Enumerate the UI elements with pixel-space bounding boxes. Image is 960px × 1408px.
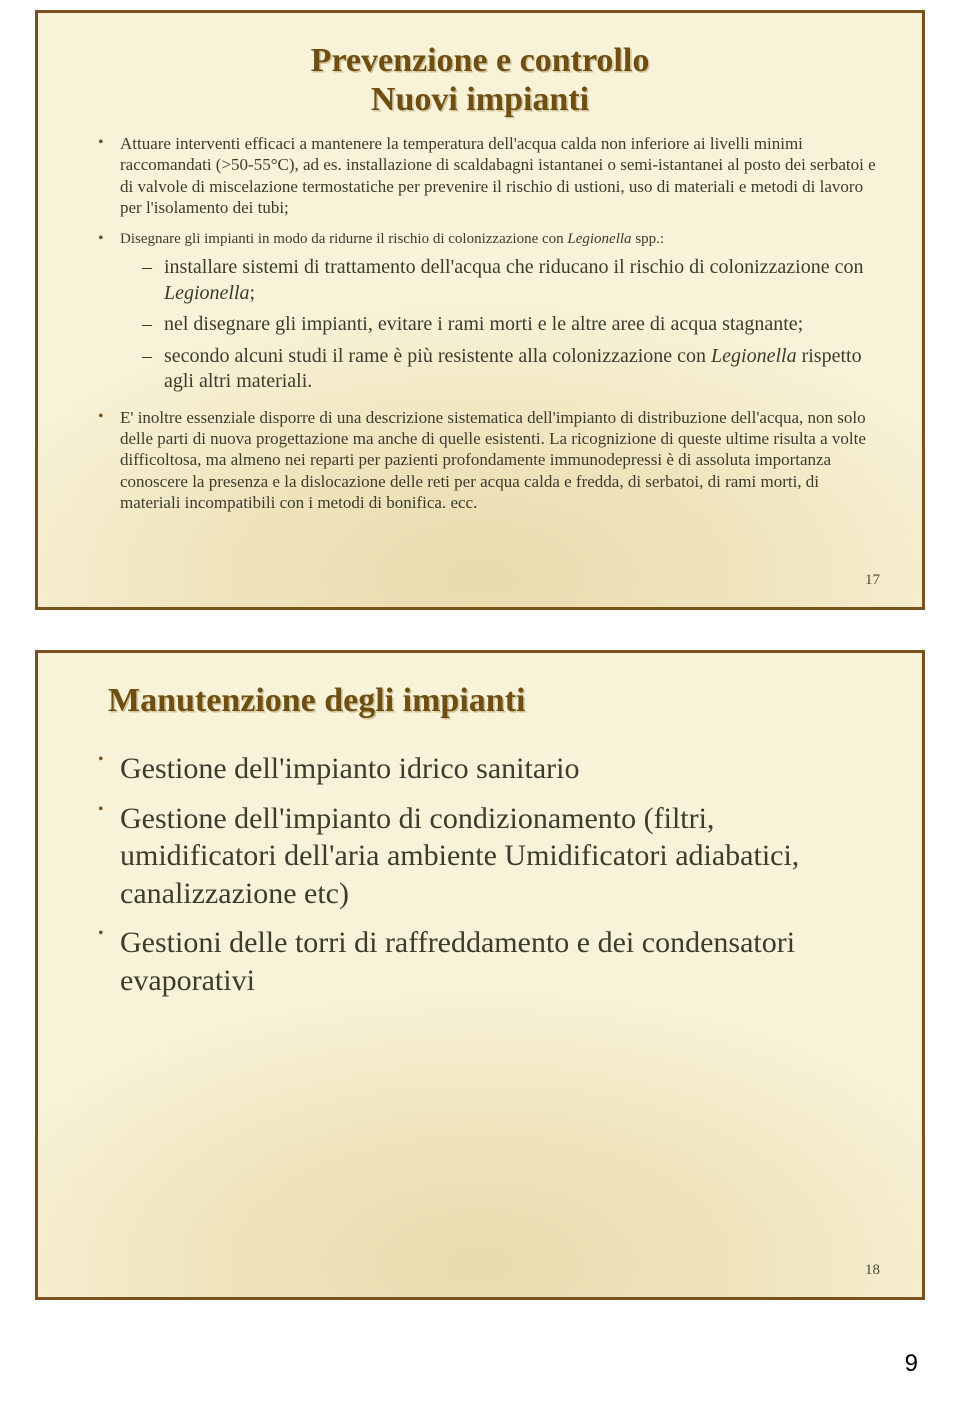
bullet-3-text: Gestioni delle torri di raffreddamento e… [120, 926, 795, 997]
title-line-1: Prevenzione e controllo [311, 42, 650, 79]
bullet-1-text: Gestione dell'impianto idrico sanitario [120, 752, 579, 785]
bullet-2: Disegnare gli impianti in modo da ridurn… [98, 230, 878, 395]
slide-title: Prevenzione e controllo Nuovi impianti [78, 41, 882, 119]
title-line-2: Nuovi impianti [371, 81, 589, 118]
sub-3: secondo alcuni studi il rame è più resis… [142, 344, 878, 395]
slide-number: 17 [865, 572, 880, 589]
b2-lead-ital: Legionella [567, 231, 631, 247]
slide-18: Manutenzione degli impianti Gestione del… [35, 650, 925, 1300]
bullet-1: Attuare interventi efficaci a mantenere … [98, 133, 878, 218]
slide-number: 18 [865, 1262, 880, 1279]
sub-1-ital: Legionella [164, 282, 250, 304]
sub-1-b: ; [250, 282, 256, 304]
bullet-3-text: E' inoltre essenziale disporre di una de… [120, 408, 866, 512]
b2-lead-a: Disegnare gli impianti in modo da ridurn… [120, 231, 567, 247]
page-number: 9 [0, 1330, 960, 1408]
sub-3-a: secondo alcuni studi il rame è più resis… [164, 345, 711, 367]
bullet-3: E' inoltre essenziale disporre di una de… [98, 407, 878, 513]
sub-2: nel disegnare gli impianti, evitare i ra… [142, 312, 878, 338]
page: Prevenzione e controllo Nuovi impianti A… [0, 0, 960, 1408]
bullet-1-text: Attuare interventi efficaci a mantenere … [120, 134, 876, 217]
bullet-2-text: Gestione dell'impianto di condizionament… [120, 802, 799, 910]
slide-wrap-2: Manutenzione degli impianti Gestione del… [0, 640, 960, 1330]
bullet-2: Gestione dell'impianto di condizionament… [98, 800, 878, 913]
slide-wrap-1: Prevenzione e controllo Nuovi impianti A… [0, 0, 960, 640]
bullet-list: Gestione dell'impianto idrico sanitario … [78, 750, 882, 999]
bullet-3: Gestioni delle torri di raffreddamento e… [98, 924, 878, 999]
sub-1-a: installare sistemi di trattamento dell'a… [164, 256, 863, 278]
sub-3-ital: Legionella [711, 345, 797, 367]
bullet-2-lead: Disegnare gli impianti in modo da ridurn… [120, 231, 664, 247]
slide-title: Manutenzione degli impianti [108, 681, 882, 720]
b2-lead-b: spp.: [632, 231, 665, 247]
sub-2-text: nel disegnare gli impianti, evitare i ra… [164, 313, 803, 335]
bullet-list: Attuare interventi efficaci a mantenere … [78, 133, 882, 513]
bullet-1: Gestione dell'impianto idrico sanitario [98, 750, 878, 788]
sub-list: installare sistemi di trattamento dell'a… [120, 255, 878, 395]
slide-17: Prevenzione e controllo Nuovi impianti A… [35, 10, 925, 610]
sub-1: installare sistemi di trattamento dell'a… [142, 255, 878, 306]
